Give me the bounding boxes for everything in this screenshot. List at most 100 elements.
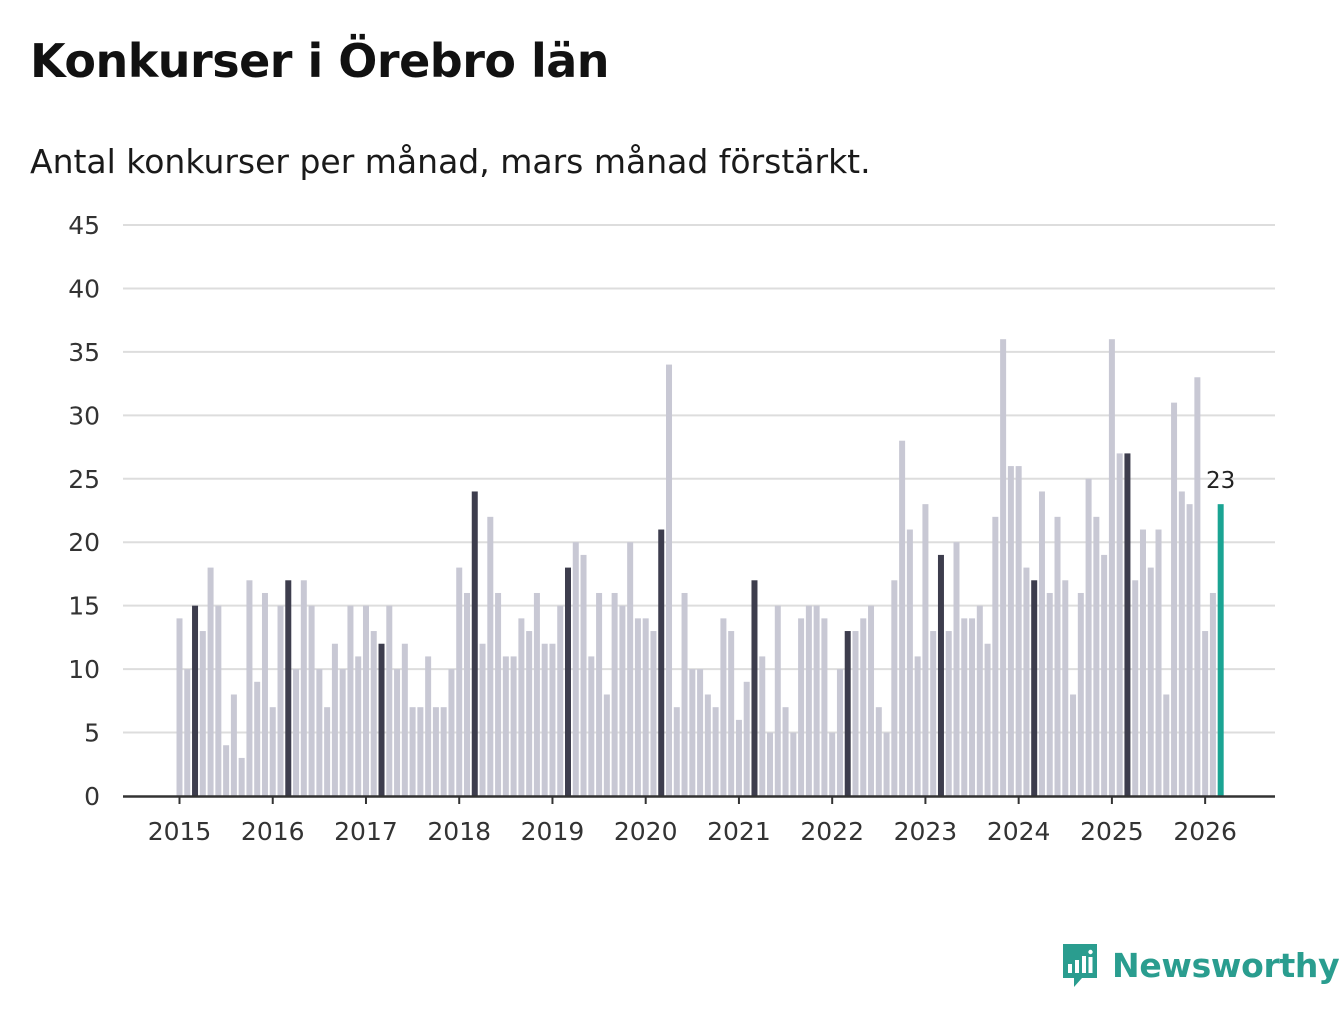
bar	[572, 542, 579, 796]
bar	[969, 618, 976, 796]
bar	[1093, 516, 1100, 796]
bar	[1147, 567, 1154, 796]
bar	[642, 618, 649, 796]
bar	[945, 631, 952, 796]
bar	[1015, 466, 1022, 796]
bar	[712, 707, 719, 796]
bar	[1007, 466, 1014, 796]
bar	[1038, 491, 1045, 796]
bar	[704, 694, 711, 796]
bar	[324, 707, 331, 796]
bar	[1171, 402, 1178, 796]
x-tick-label: 2018	[427, 817, 491, 846]
bar-march	[192, 605, 199, 796]
y-tick-label: 40	[68, 274, 100, 303]
bar	[502, 656, 509, 796]
bar	[417, 707, 424, 796]
bar	[261, 592, 268, 796]
bar-march	[471, 491, 478, 796]
bar-march	[378, 643, 385, 796]
bar	[394, 669, 401, 796]
bar	[448, 669, 455, 796]
bar	[588, 656, 595, 796]
bar	[199, 631, 206, 796]
bar	[409, 707, 416, 796]
bar	[580, 554, 587, 796]
x-tick-label: 2024	[987, 817, 1051, 846]
bar-march	[285, 580, 292, 796]
bar-march	[658, 529, 665, 796]
y-tick-label: 10	[68, 655, 100, 684]
bar	[254, 681, 261, 796]
bar	[1116, 453, 1123, 796]
bar	[906, 529, 913, 796]
page-subtitle: Antal konkurser per månad, mars månad fö…	[30, 142, 871, 181]
bar	[619, 605, 626, 796]
x-tick-label: 2023	[894, 817, 958, 846]
y-tick-label: 30	[68, 401, 100, 430]
bar	[611, 592, 618, 796]
newsworthy-logo-icon	[1063, 944, 1097, 987]
bar	[246, 580, 253, 796]
bar	[790, 732, 797, 796]
bar	[976, 605, 983, 796]
bar	[230, 694, 237, 796]
x-tick-label: 2020	[614, 817, 678, 846]
bars	[176, 339, 1224, 796]
bar	[316, 669, 323, 796]
x-tick-label: 2021	[707, 817, 771, 846]
bar	[759, 656, 766, 796]
bar	[767, 732, 774, 796]
page-title: Konkurser i Örebro län	[30, 34, 610, 88]
x-tick-label: 2026	[1173, 817, 1237, 846]
bar-march	[751, 580, 758, 796]
bar	[743, 681, 750, 796]
bar	[386, 605, 393, 796]
bar	[463, 592, 470, 796]
bar	[440, 707, 447, 796]
bar	[914, 656, 921, 796]
bar-latest	[1217, 504, 1224, 796]
x-tick-label: 2015	[148, 817, 212, 846]
bar-march	[844, 631, 851, 796]
bar-march	[565, 567, 571, 796]
bar	[541, 643, 548, 796]
bar	[533, 592, 540, 796]
bar	[984, 643, 991, 796]
x-tick-label: 2017	[334, 817, 398, 846]
y-tick-label: 0	[84, 782, 100, 811]
bar	[331, 643, 338, 796]
bar	[207, 567, 214, 796]
bar	[215, 605, 222, 796]
bar	[339, 669, 346, 796]
bar	[774, 605, 781, 796]
bar-march	[937, 554, 944, 796]
x-tick-label: 2022	[800, 817, 864, 846]
bar	[681, 592, 688, 796]
x-tick-label: 2025	[1080, 817, 1144, 846]
bar	[689, 669, 696, 796]
y-tick-label: 20	[68, 528, 100, 557]
bar	[1202, 631, 1209, 796]
bar	[805, 605, 812, 796]
bar	[518, 618, 525, 796]
bar	[735, 719, 742, 796]
bar	[650, 631, 657, 796]
bar	[1163, 694, 1170, 796]
y-tick-label: 15	[68, 592, 100, 621]
bar	[347, 605, 354, 796]
bar	[1194, 377, 1201, 796]
bar-march	[1031, 580, 1038, 796]
bar	[479, 643, 486, 796]
bar	[860, 618, 867, 796]
y-tick-label: 35	[68, 338, 100, 367]
y-tick-label: 5	[84, 719, 100, 748]
brand-logo: Newsworthy	[1060, 938, 1340, 992]
bar	[883, 732, 890, 796]
bar	[627, 542, 634, 796]
bar	[992, 516, 999, 796]
data-labels: 23	[1206, 468, 1235, 494]
bar	[1139, 529, 1146, 796]
bar	[1132, 580, 1139, 796]
